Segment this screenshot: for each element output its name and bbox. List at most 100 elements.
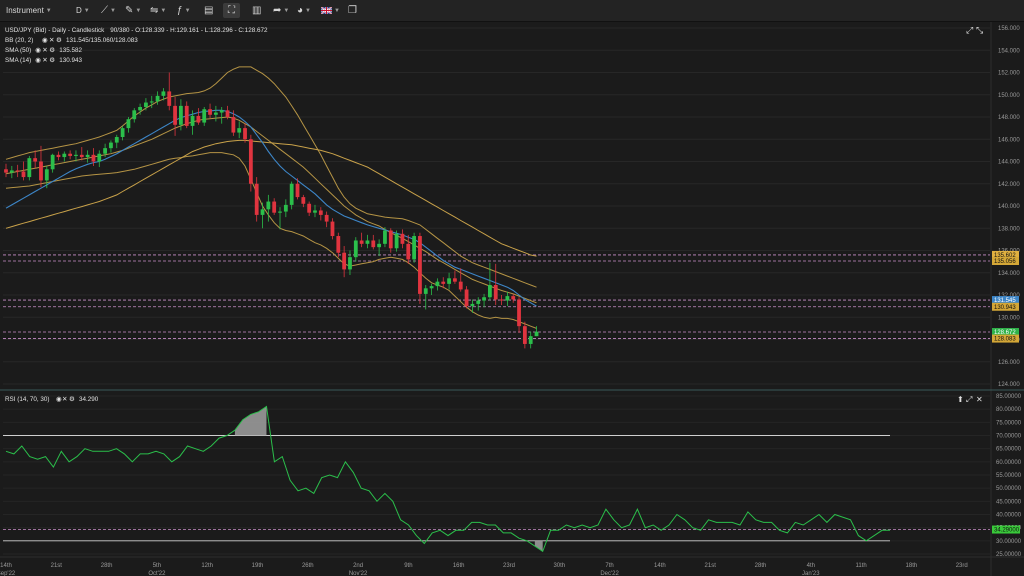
eye-icon: ◉ bbox=[42, 37, 48, 44]
chart-area[interactable]: 156.000 154.000 152.000 150.000 148.000 146.0… bbox=[0, 22, 1024, 576]
chevron-down-icon: ▼ bbox=[110, 7, 116, 14]
layout-button[interactable]: ▤ bbox=[201, 3, 216, 18]
close-icon: ✕ bbox=[42, 47, 47, 54]
price-tick-label: 132.000 bbox=[998, 293, 1020, 299]
price-tag-label: 128.083 bbox=[994, 337, 1016, 343]
time-tick-label: 9th bbox=[404, 563, 412, 569]
price-tick-label: 124.000 bbox=[998, 382, 1020, 388]
theme-button[interactable]: ◕ ▼ bbox=[297, 3, 311, 18]
bollinger-lower-band bbox=[5, 152, 537, 329]
candle-down bbox=[231, 117, 236, 133]
candle-up bbox=[97, 153, 102, 162]
candle-down bbox=[39, 161, 43, 181]
candle-up bbox=[50, 154, 55, 170]
fullscreen-button[interactable]: ⛶ bbox=[223, 3, 240, 18]
price-tag-label: 135.602 bbox=[994, 253, 1016, 259]
close-icon: ✕ bbox=[49, 37, 54, 44]
chevron-down-icon: ▼ bbox=[334, 7, 340, 14]
close-panel-icon[interactable]: ✕ bbox=[976, 395, 983, 404]
candle-up bbox=[289, 183, 294, 205]
candle-up bbox=[447, 278, 451, 284]
candle-down bbox=[406, 243, 411, 260]
palette-icon: ◕ bbox=[297, 5, 304, 16]
candle-down bbox=[196, 115, 201, 123]
timeframe-label: D bbox=[76, 6, 82, 15]
chart-type-button[interactable]: ▥ bbox=[252, 3, 261, 18]
candle-up bbox=[476, 300, 481, 304]
maximize-panel-icon[interactable]: ⤢ bbox=[965, 26, 973, 36]
expand-panel-icon[interactable]: ⤡ bbox=[976, 26, 983, 36]
function-icon: ƒ bbox=[177, 5, 183, 16]
candle-down bbox=[388, 230, 393, 249]
candle-up bbox=[190, 115, 195, 126]
fullscreen-icon: ⛶ bbox=[228, 5, 235, 16]
rsi-tick-label: 50.00000 bbox=[996, 486, 1022, 492]
chevron-down-icon: ▼ bbox=[184, 7, 191, 14]
gear-icon: ⚙ bbox=[56, 37, 62, 44]
price-tick-label: 146.000 bbox=[998, 137, 1020, 143]
rsi-legend: RSI (14, 70, 30) ◉ ✕ ⚙ 34.290 bbox=[5, 396, 99, 403]
timeframe-selector[interactable]: D ▼ bbox=[76, 3, 90, 18]
legend-label: BB (20, 2) bbox=[5, 37, 33, 44]
time-tick-sublabel: Sep'22 bbox=[0, 571, 16, 576]
bar-chart-icon: ▥ bbox=[252, 5, 262, 16]
candle-up bbox=[260, 209, 265, 215]
share-button[interactable]: ➦ ▼ bbox=[273, 3, 289, 18]
time-axis: 14th Sep'22 21st 28th 5th Oct'22 12th 19th 26th 2… bbox=[0, 556, 1024, 576]
window-icon: ❐ bbox=[348, 5, 357, 16]
candle-up bbox=[377, 243, 382, 248]
chevron-down-icon: ▼ bbox=[135, 7, 142, 14]
indicators-button[interactable]: ƒ ▼ bbox=[177, 3, 191, 18]
main-legend: USD/JPY (Bid) - Daily - Candlestick 90/38… bbox=[5, 27, 268, 64]
price-tag-label: 130.943 bbox=[994, 305, 1016, 311]
candle-up bbox=[74, 154, 78, 156]
time-tick-label: 4th bbox=[807, 563, 815, 569]
candle-up bbox=[138, 106, 142, 111]
rsi-panel-controls[interactable]: ⬆ ⤢ ✕ bbox=[957, 395, 983, 404]
eye-icon: ◉ bbox=[56, 396, 62, 403]
time-tick-label: 28th bbox=[755, 563, 767, 569]
candle-up bbox=[62, 153, 67, 158]
candle-up bbox=[44, 169, 49, 181]
candle-down bbox=[21, 171, 26, 178]
maximize-panel-icon[interactable]: ⤢ bbox=[965, 395, 972, 404]
candle-down bbox=[359, 240, 364, 244]
language-button[interactable]: ▼ bbox=[321, 3, 340, 18]
candle-down bbox=[79, 154, 84, 158]
candle-up bbox=[161, 91, 166, 96]
move-up-icon[interactable]: ⬆ bbox=[957, 395, 964, 404]
candle-down bbox=[15, 170, 20, 172]
time-tick-label: 30th bbox=[553, 563, 565, 569]
time-tick-label: 21st bbox=[705, 563, 717, 569]
candle-up bbox=[85, 154, 90, 158]
rsi-title: RSI (14, 70, 30) bbox=[5, 396, 49, 403]
instrument-selector[interactable]: Instrument ▼ bbox=[6, 3, 52, 18]
candle-up bbox=[313, 210, 317, 213]
time-tick-label: 21st bbox=[51, 563, 63, 569]
price-tick-label: 134.000 bbox=[998, 271, 1020, 277]
draw-tool-button[interactable]: ✎ ▼ bbox=[125, 3, 141, 18]
candle-down bbox=[371, 240, 376, 248]
indicator-tool-button[interactable]: ⇋ ▼ bbox=[150, 3, 166, 18]
time-tick-label: 5th bbox=[153, 563, 161, 569]
close-icon: ✕ bbox=[42, 57, 47, 64]
settings-sliders-icon: ⇋ bbox=[150, 5, 159, 16]
candle-up bbox=[237, 128, 242, 133]
time-tick-label: 18th bbox=[906, 563, 918, 569]
candle-up bbox=[9, 170, 14, 173]
candle-down bbox=[511, 296, 516, 300]
instrument-label: Instrument bbox=[6, 6, 44, 15]
candle-down bbox=[418, 236, 422, 294]
candle-down bbox=[68, 153, 73, 156]
candle-down bbox=[522, 326, 527, 344]
candle-down bbox=[458, 281, 463, 290]
candle-up bbox=[144, 102, 148, 107]
time-tick-label: 28th bbox=[101, 563, 113, 569]
time-tick-label: 26th bbox=[302, 563, 314, 569]
line-tool-button[interactable]: ⟋ ▼ bbox=[101, 3, 116, 18]
candle-down bbox=[464, 289, 469, 307]
time-tick-label: 23rd bbox=[956, 563, 968, 569]
main-panel-controls[interactable]: ⤢ ⤡ bbox=[965, 26, 983, 36]
price-tick-label: 148.000 bbox=[998, 115, 1020, 121]
window-button[interactable]: ❐ bbox=[348, 3, 357, 18]
